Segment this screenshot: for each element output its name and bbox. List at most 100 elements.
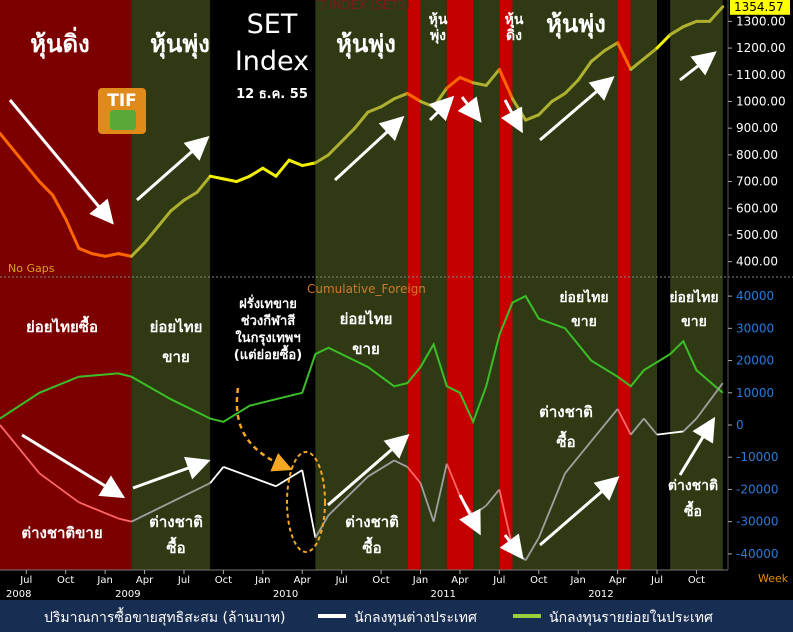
annotation-label: ย่อยไทยซื้อ: [26, 315, 98, 336]
regime-band-bright_red: [617, 0, 631, 570]
regime-band-neutral: [210, 0, 316, 570]
foreign-flow-segment: [616, 408, 632, 436]
regime-label: หุ้นพุ่ง: [150, 30, 210, 60]
legend-retail-label: นักลงทุนรายย่อยในประเทศ: [549, 609, 713, 626]
set-index-segment: [103, 252, 120, 258]
regime-label: หุ้นพุ่ง: [546, 10, 606, 40]
set-index-segment: [129, 241, 147, 258]
upper-y-tick-label: 1300.00: [736, 14, 786, 28]
foreign-flow-segment: [630, 417, 645, 436]
upper-y-tick-label: 1000.00: [736, 94, 786, 108]
x-year-label: 2011: [431, 589, 456, 600]
upper-y-tick-label: 400.00: [736, 255, 778, 269]
tif-logo-text: TIF: [107, 91, 137, 111]
lower-y-tick-label: -40000: [736, 547, 779, 561]
set-index-segment: [471, 81, 488, 87]
regime-band-bull: [473, 0, 500, 570]
annotation-label: ต่างชาติซื้อ: [149, 513, 203, 557]
set-index-segment: [64, 217, 81, 250]
trend-arrow: [136, 136, 210, 202]
set-index-series: [0, 5, 725, 258]
set-index-segment: [576, 59, 593, 82]
set-index-segment: [300, 161, 317, 168]
regime-band-bright_red: [499, 0, 513, 570]
foreign-flow-segment: [695, 382, 724, 420]
x-month-label: Apr: [451, 575, 469, 586]
foreign-flow-segment: [301, 469, 317, 538]
legend-bar: [0, 600, 793, 632]
foreign-flow-segment: [432, 463, 448, 522]
set-index-segment: [589, 49, 606, 63]
trend-arrow: [457, 96, 482, 123]
trend-arrow: [327, 434, 410, 507]
trend-arrow: [21, 433, 126, 499]
x-month-label: Jul: [177, 575, 190, 586]
x-axis-bar: [0, 570, 793, 600]
set-index-segment: [392, 91, 409, 101]
x-month-label: Jan: [569, 575, 585, 586]
upper-y-tick-label: 600.00: [736, 201, 778, 215]
foreign-flow-segment: [367, 459, 395, 478]
trend-arrow: [8, 99, 114, 225]
foreign-flow-segment: [249, 475, 277, 488]
lower-y-tick-label: 30000: [736, 321, 774, 335]
set-index-segment: [287, 158, 304, 168]
set-index-segment: [248, 166, 265, 178]
annotation-label: ย่อยไทยขาย: [150, 317, 203, 366]
foreign-flow-segment: [327, 475, 369, 516]
annotation-label: ฝรั่งเทขายช่วงกีฬาสีในกรุงเทพฯ(แต่ย่อยซื…: [234, 294, 302, 363]
annotation-label: ต่างชาติขาย: [21, 524, 102, 542]
regime-band-bear: [0, 0, 132, 570]
regime-label: หุ้นพุ่ง: [336, 30, 396, 60]
set-index-segment: [405, 91, 423, 103]
callout-arrow: [235, 387, 293, 472]
x-month-label: Oct: [688, 575, 705, 586]
last-price-label: 1354.57: [734, 0, 784, 14]
lower-y-tick-label: 0: [736, 418, 744, 432]
set-index-segment: [195, 174, 212, 194]
x-year-label: 2008: [6, 589, 31, 600]
highlight-ellipse: [286, 451, 326, 553]
set-index-segment: [221, 177, 239, 184]
set-index-segment: [445, 75, 462, 90]
trend-arrow: [679, 51, 717, 82]
foreign-flow-segment: [590, 408, 619, 442]
set-index-segment: [208, 174, 225, 181]
regime-label: หุ้นดิ่ง: [30, 26, 90, 60]
set-index-segment: [366, 105, 383, 114]
upper-y-tick-label: 1200.00: [736, 41, 786, 55]
set-index-segment: [537, 99, 554, 117]
set-index-segment: [708, 5, 725, 23]
set-index-segment: [681, 19, 698, 29]
foreign-flow-segment: [643, 417, 658, 436]
x-month-label: Jul: [335, 575, 348, 586]
annotation-label: ต่างชาติซื้อ: [345, 513, 399, 557]
set-index-segment: [379, 97, 396, 109]
trend-arrow: [428, 95, 455, 122]
lower-y-tick-label: 40000: [736, 289, 774, 303]
set-index-segment: [156, 209, 173, 229]
foreign-flow-segment: [406, 466, 422, 484]
set-index-segment: [116, 252, 133, 258]
x-year-label: 2009: [115, 589, 140, 600]
x-month-label: Oct: [57, 575, 74, 586]
trend-arrow: [333, 115, 405, 182]
regime-label: หุ้นพุ่ง: [429, 12, 448, 44]
regime-label: หุ้นดิ่ง: [505, 12, 524, 44]
set-index-segment: [642, 46, 659, 61]
x-month-label: Jul: [492, 575, 505, 586]
lower-y-tick-label: 20000: [736, 354, 774, 368]
foreign-flow-segment: [564, 440, 593, 474]
set-index-segment: [563, 78, 580, 95]
retail-flow-line: [0, 294, 724, 425]
foreign-flow-segment: [209, 466, 225, 484]
set-index-segment: [497, 67, 514, 101]
period-label: Week: [758, 572, 789, 585]
trend-arrow: [539, 76, 615, 142]
x-year-label: 2012: [588, 589, 613, 600]
lower-y-tick-label: -20000: [736, 482, 779, 496]
set-index-segment: [353, 110, 370, 130]
set-index-segment: [77, 246, 94, 256]
foreign-flow-segment: [537, 472, 566, 539]
